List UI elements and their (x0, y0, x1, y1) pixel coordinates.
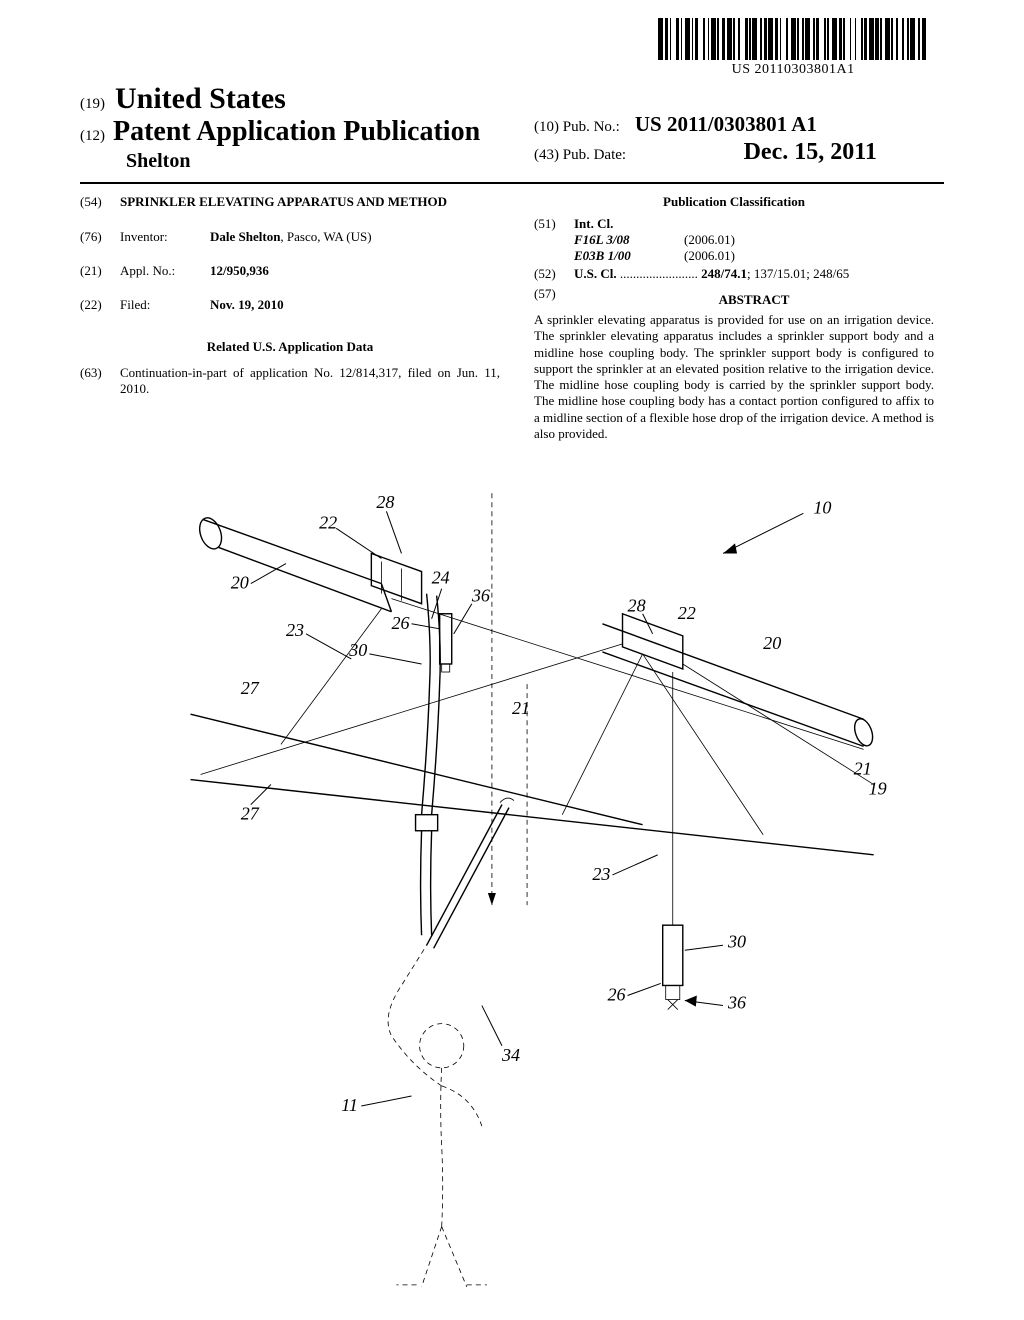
code-63: (63) (80, 365, 120, 397)
abstract-text: A sprinkler elevating apparatus is provi… (534, 312, 934, 442)
ref-34: 34 (501, 1045, 520, 1065)
ref-20a: 20 (231, 573, 249, 593)
uscl-main: 248/74.1 (701, 266, 747, 281)
ref-10: 10 (813, 497, 831, 517)
ref-36b: 36 (727, 993, 746, 1013)
abstract-header: ABSTRACT (574, 292, 934, 308)
intcl-ver-1: (2006.01) (684, 248, 735, 263)
ref-22b: 22 (678, 603, 696, 623)
ref-20b: 20 (763, 633, 781, 653)
ref-30b: 30 (727, 931, 746, 951)
intcl-ver-0: (2006.01) (684, 232, 735, 247)
code-76: (76) (80, 229, 120, 245)
barcode-block: (function(){ var widths=[3,1,2,1,1,3,2,1… (658, 18, 928, 78)
classification-column: Publication Classification (51) Int. Cl.… (534, 194, 934, 442)
code-43: (43) (534, 147, 559, 163)
pubno-label: Pub. No.: (563, 119, 620, 135)
invention-title: SPRINKLER ELEVATING APPARATUS AND METHOD (120, 194, 500, 211)
ref-26b: 26 (607, 985, 625, 1005)
intcl-code-1: E03B 1/00 (574, 248, 684, 264)
code-19: (19) (80, 96, 105, 112)
code-57: (57) (534, 286, 574, 312)
pub-date: Dec. 15, 2011 (744, 139, 877, 165)
appl-number: 12/950,936 (210, 263, 500, 279)
related-text: Continuation-in-part of application No. … (120, 365, 500, 397)
pubclass-header: Publication Classification (534, 194, 934, 210)
ref-22a: 22 (319, 512, 337, 532)
filed-label: Filed: (120, 297, 210, 313)
intcl-label: Int. Cl. (574, 216, 613, 232)
applno-label: Appl. No.: (120, 263, 210, 279)
barcode-icon: (function(){ var widths=[3,1,2,1,1,3,2,1… (658, 18, 928, 60)
ref-36a: 36 (471, 586, 490, 606)
pubdate-label: Pub. Date: (563, 147, 626, 163)
code-51: (51) (534, 216, 574, 232)
uscl-label: U.S. Cl. (574, 266, 617, 281)
ref-28b: 28 (628, 596, 646, 616)
ref-23b: 23 (592, 864, 610, 884)
ref-23a: 23 (286, 620, 304, 640)
ref-24: 24 (432, 568, 450, 588)
biblio-column: (54) SPRINKLER ELEVATING APPARATUS AND M… (80, 194, 500, 397)
code-52: (52) (534, 266, 574, 282)
header-right: (10) Pub. No.: US 2011/0303801 A1 (43) P… (534, 112, 877, 166)
doc-type: Patent Application Publication (113, 116, 480, 148)
country: United States (115, 82, 286, 116)
uscl-dots: ........................ (617, 266, 702, 281)
code-22: (22) (80, 297, 120, 313)
document-id: US 20110303801A1 (658, 62, 928, 78)
intcl-code-0: F16L 3/08 (574, 232, 684, 248)
ref-11: 11 (341, 1095, 358, 1115)
code-54: (54) (80, 194, 120, 211)
uscl-rest: ; 137/15.01; 248/65 (747, 266, 849, 281)
ref-21a: 21 (512, 698, 530, 718)
code-21: (21) (80, 263, 120, 279)
filed-date: Nov. 19, 2010 (210, 297, 500, 313)
patent-figure: 10 (80, 480, 944, 1290)
code-12: (12) (80, 128, 105, 144)
inventor-label: Inventor: (120, 229, 210, 245)
inventor-name: Dale Shelton (210, 229, 280, 244)
ref-27b: 27 (241, 804, 260, 824)
ref-28a: 28 (376, 492, 394, 512)
pub-number: US 2011/0303801 A1 (635, 112, 817, 136)
ref-27a: 27 (241, 678, 260, 698)
ref-30a: 30 (348, 640, 367, 660)
code-10: (10) (534, 119, 559, 135)
divider (80, 182, 944, 184)
ref-19: 19 (869, 779, 887, 799)
inventor-loc: , Pasco, WA (US) (280, 229, 371, 244)
ref-21b: 21 (854, 758, 872, 778)
ref-26a: 26 (391, 613, 409, 633)
related-header: Related U.S. Application Data (80, 339, 500, 355)
